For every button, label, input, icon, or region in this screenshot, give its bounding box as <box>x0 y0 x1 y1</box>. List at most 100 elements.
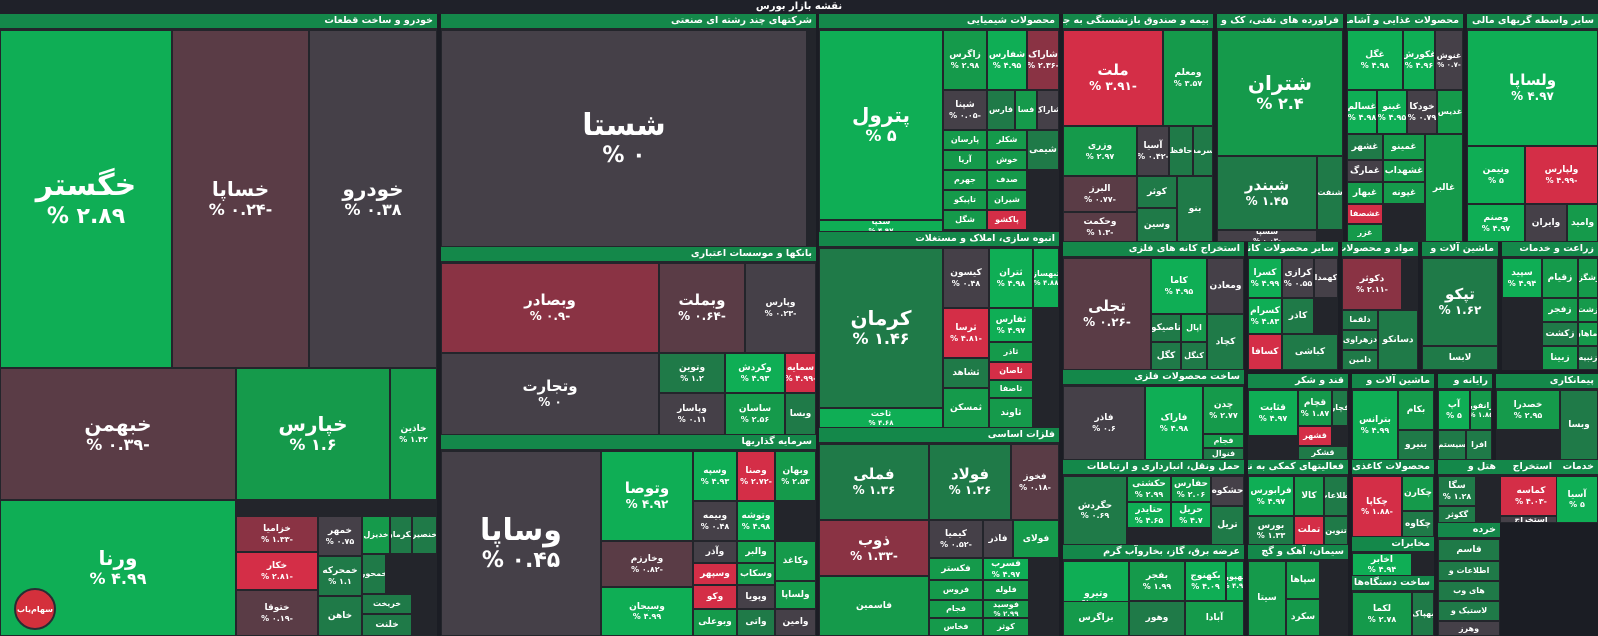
stock-tile[interactable]: حریل ۴.۷ % <box>1171 502 1211 528</box>
stock-tile[interactable]: رانفور۱.۸۵ % <box>1470 390 1492 430</box>
sector-title[interactable]: عرضه برق، گاز، بخاروآب گرم <box>1063 545 1244 559</box>
sector-title[interactable]: ماشین آلات و <box>1422 242 1498 256</box>
stock-tile[interactable]: شبندر ۱.۴۵ % <box>1217 156 1317 230</box>
stock-tile[interactable]: فاذر ۰.۶ % <box>1063 386 1145 460</box>
stock-tile[interactable]: غگل ۴.۹۸ % <box>1347 30 1403 90</box>
stock-tile[interactable]: شتران ۲.۴ % <box>1217 30 1343 156</box>
sector-title[interactable]: فعالیتهای کمکی به نهادهای <box>1248 460 1348 474</box>
stock-tile[interactable]: سپید ۴.۹۴ % <box>1502 258 1542 298</box>
stock-tile[interactable]: ثبهساز ۴.۸۸ % <box>1033 248 1059 308</box>
stock-tile[interactable]: آپ ۵ % <box>1438 390 1470 430</box>
stock-tile[interactable]: وخارزم -۰.۸۲ % <box>601 541 693 587</box>
stock-tile[interactable]: قشهر <box>1298 426 1332 446</box>
stock-tile[interactable]: وساپا ۰.۴۵ % <box>441 451 601 636</box>
stock-tile[interactable]: خمحرکه ۱.۱ % <box>318 556 362 596</box>
stock-tile[interactable]: اخابر ۴.۹۴ % <box>1352 553 1412 576</box>
stock-tile[interactable]: وپویا <box>737 585 775 609</box>
stock-tile[interactable]: خاهن <box>318 596 362 636</box>
stock-tile[interactable]: سرمد <box>1193 126 1213 176</box>
stock-tile[interactable]: تپکو ۱.۶۲ % <box>1422 258 1498 346</box>
sector-title[interactable]: پیمانکاری <box>1496 374 1598 388</box>
stock-tile[interactable]: حافظ <box>1169 126 1193 176</box>
stock-tile[interactable]: ونیمن ۵ % <box>1467 146 1525 204</box>
stock-tile[interactable]: پارسان <box>943 130 987 150</box>
stock-tile[interactable]: شستا ۰ % <box>441 30 807 247</box>
stock-tile[interactable]: فسا <box>1015 90 1037 130</box>
stock-tile[interactable]: شاراک <box>1037 90 1059 130</box>
stock-tile[interactable]: کوثر <box>983 618 1029 636</box>
sector-title[interactable]: مخابرات <box>1352 537 1434 551</box>
stock-tile[interactable]: خنصیر <box>412 516 437 554</box>
stock-tile[interactable]: وصنم ۴.۹۷ % <box>1467 204 1525 242</box>
stock-tile[interactable]: وپارس -۰.۲۳ % <box>745 263 816 353</box>
stock-tile[interactable]: لکما ۲.۷۸ % <box>1352 592 1412 636</box>
stock-tile[interactable]: خوش <box>987 150 1027 170</box>
stock-tile[interactable]: خصدرا ۲.۹۵ % <box>1496 390 1560 430</box>
stock-tile[interactable]: وامید <box>1567 204 1598 242</box>
stock-tile[interactable]: فلوله <box>983 580 1029 600</box>
stock-tile[interactable]: غبنو ۴.۹۵ % <box>1377 90 1407 134</box>
stock-tile[interactable]: جهرم <box>943 170 987 190</box>
sector-title[interactable]: بانکها و موسسات اعتباری <box>441 247 816 261</box>
stock-tile[interactable]: بورس ۱.۳۳ % <box>1248 516 1294 545</box>
stock-tile[interactable]: کگل <box>1151 342 1181 370</box>
stock-tile[interactable]: سیتا <box>1248 561 1286 636</box>
stock-tile[interactable]: وبهان ۲.۵۳ % <box>775 451 816 501</box>
stock-tile[interactable]: زنبیه <box>1578 346 1598 370</box>
stock-tile[interactable]: بنو <box>1177 176 1213 242</box>
stock-tile[interactable]: زشگزا <box>1578 258 1598 298</box>
sector-title[interactable]: سایر محصولات کانی <box>1248 242 1338 256</box>
stock-tile[interactable]: فولای <box>1013 520 1059 558</box>
stock-tile[interactable]: تنوین <box>1324 516 1348 545</box>
stock-tile[interactable]: ومعلم ۳.۵۷ % <box>1163 30 1213 126</box>
stock-tile[interactable]: وکاغذ <box>775 541 816 581</box>
stock-tile[interactable]: زفجر <box>1542 298 1578 322</box>
stock-tile[interactable]: بکهنوج ۴.۰۹ % <box>1185 561 1226 601</box>
stock-tile[interactable]: ومعادن <box>1207 258 1244 314</box>
stock-tile[interactable]: ثتران ۴.۹۸ % <box>989 248 1033 308</box>
stock-tile[interactable]: غکورش ۴.۹۶ % <box>1403 30 1435 90</box>
stock-tile[interactable]: قشکر <box>1298 446 1348 460</box>
stock-tile[interactable]: ولپارس -۴.۹۹ % <box>1525 146 1598 204</box>
stock-tile[interactable]: قثابت ۴.۹۷ % <box>1248 390 1298 436</box>
stock-tile[interactable]: دامین <box>1342 350 1378 370</box>
stock-tile[interactable]: شیمی <box>1027 130 1059 170</box>
stock-tile[interactable]: حشکوه <box>1211 476 1244 506</box>
sector-title[interactable]: استخراج کانه های فلزی <box>1063 242 1244 256</box>
stock-tile[interactable]: فسرب ۴.۹۷ % <box>983 558 1029 580</box>
stock-tile[interactable]: فنوال <box>1203 448 1244 460</box>
stock-tile[interactable]: استخراج <box>1500 516 1562 523</box>
stock-tile[interactable]: اطلاعات و <box>1438 561 1500 581</box>
stock-tile[interactable]: کنگل <box>1181 342 1207 370</box>
stock-tile[interactable]: بهپاک <box>1412 592 1434 636</box>
stock-tile[interactable]: کسرام ۴.۸۳ % <box>1248 298 1282 334</box>
stock-tile[interactable]: کاما ۴.۹۵ % <box>1151 258 1207 314</box>
sector-title[interactable]: فلزات اساسی <box>819 428 1059 442</box>
stock-tile[interactable]: پاکشو <box>987 210 1027 230</box>
stock-tile[interactable]: فخوز -۰.۱۸ % <box>1011 444 1059 520</box>
stock-tile[interactable]: خلنت <box>362 614 412 636</box>
stock-tile[interactable]: غپونه <box>1383 182 1425 204</box>
stock-tile[interactable]: ثاذر <box>989 342 1033 362</box>
stock-tile[interactable]: شیران <box>987 190 1027 210</box>
stock-tile[interactable]: گکوثر <box>1438 506 1476 523</box>
sector-title[interactable]: رایانه و <box>1438 374 1492 388</box>
stock-tile[interactable]: قچار <box>1332 390 1348 426</box>
stock-tile[interactable]: وسکاب <box>737 563 775 585</box>
sector-title[interactable]: خرده <box>1438 523 1500 537</box>
stock-tile[interactable]: کچاد <box>1207 314 1244 370</box>
stock-tile[interactable]: های وب <box>1438 581 1500 601</box>
stock-tile[interactable]: لاستیک و <box>1438 601 1500 621</box>
stock-tile[interactable]: بهپور۴.۹۳ % <box>1226 561 1244 601</box>
stock-tile[interactable]: حگردش ۰.۶۹ % <box>1063 476 1127 545</box>
stock-tile[interactable]: غسالم ۴.۹۸ % <box>1347 90 1377 134</box>
stock-tile[interactable]: خمهر ۰.۷۵ % <box>318 516 362 556</box>
stock-tile[interactable]: کیسون ۰.۴۸ % <box>943 248 989 308</box>
stock-tile[interactable]: ذوب -۱.۳۳ % <box>819 520 929 576</box>
sector-title[interactable]: استخراج <box>1500 460 1556 474</box>
stock-tile[interactable]: وبصادر -۰.۹ % <box>441 263 659 353</box>
sector-title[interactable]: بیمه و صندوق بازنشستگی به جزتامین <box>1063 14 1213 28</box>
stock-tile[interactable]: تاپیکو <box>943 190 987 210</box>
stock-tile[interactable]: بترانس ۴.۹۹ % <box>1352 390 1398 460</box>
stock-tile[interactable]: کسافا <box>1248 334 1282 370</box>
